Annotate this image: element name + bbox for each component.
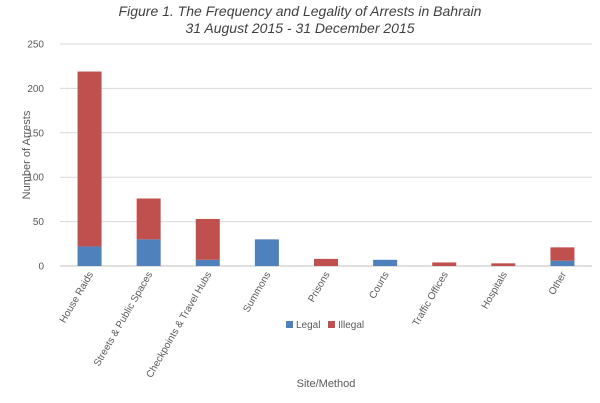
x-tick-label: Streets & Public Spaces: [92, 270, 155, 368]
bars: [77, 71, 575, 266]
chart-subtitle: 31 August 2015 - 31 December 2015: [185, 20, 414, 36]
legend-label-illegal: Illegal: [338, 320, 364, 331]
bar-illegal: [314, 258, 338, 266]
y-tick-label: 50: [33, 217, 45, 228]
y-tick-label: 150: [27, 128, 44, 139]
y-tick-label: 0: [38, 262, 44, 273]
bar-illegal: [136, 198, 161, 240]
bar-legal: [550, 260, 575, 266]
legend-swatch-legal: [286, 321, 293, 328]
x-tick-label: Traffic Offices: [411, 270, 451, 328]
bar-illegal: [432, 262, 457, 266]
bar-legal: [373, 259, 398, 266]
legend: Legal Illegal: [286, 320, 364, 331]
bar-legal: [195, 259, 220, 266]
bar-illegal: [550, 247, 575, 261]
x-tick-label: House Raids: [58, 270, 96, 325]
legend-swatch-illegal: [328, 321, 335, 328]
x-tick-label: Checkpoints & Travel Hubs: [145, 270, 215, 380]
y-tick-label: 250: [27, 40, 44, 51]
bar-illegal: [195, 218, 220, 260]
bar-illegal: [491, 263, 516, 266]
y-tick-label: 100: [27, 173, 44, 184]
x-tick-label: Courts: [367, 270, 391, 301]
bar-legal: [77, 246, 102, 266]
y-tick-label: 200: [27, 84, 44, 95]
x-tick-label: Other: [547, 269, 569, 297]
legend-label-legal: Legal: [296, 320, 320, 331]
y-axis-label: Number of Arrests: [21, 110, 33, 199]
bar-legal: [254, 239, 279, 266]
x-tick-label: Prisons: [306, 270, 332, 304]
x-tick-label: Hospitals: [480, 270, 510, 311]
y-tick-labels: 0 50 100 150 200 250: [27, 40, 44, 273]
bar-illegal: [77, 71, 102, 247]
x-axis-label: Site/Method: [297, 378, 356, 390]
chart-title: Figure 1. The Frequency and Legality of …: [119, 3, 482, 19]
x-tick-label: Summons: [241, 270, 273, 314]
bar-legal: [136, 239, 161, 266]
